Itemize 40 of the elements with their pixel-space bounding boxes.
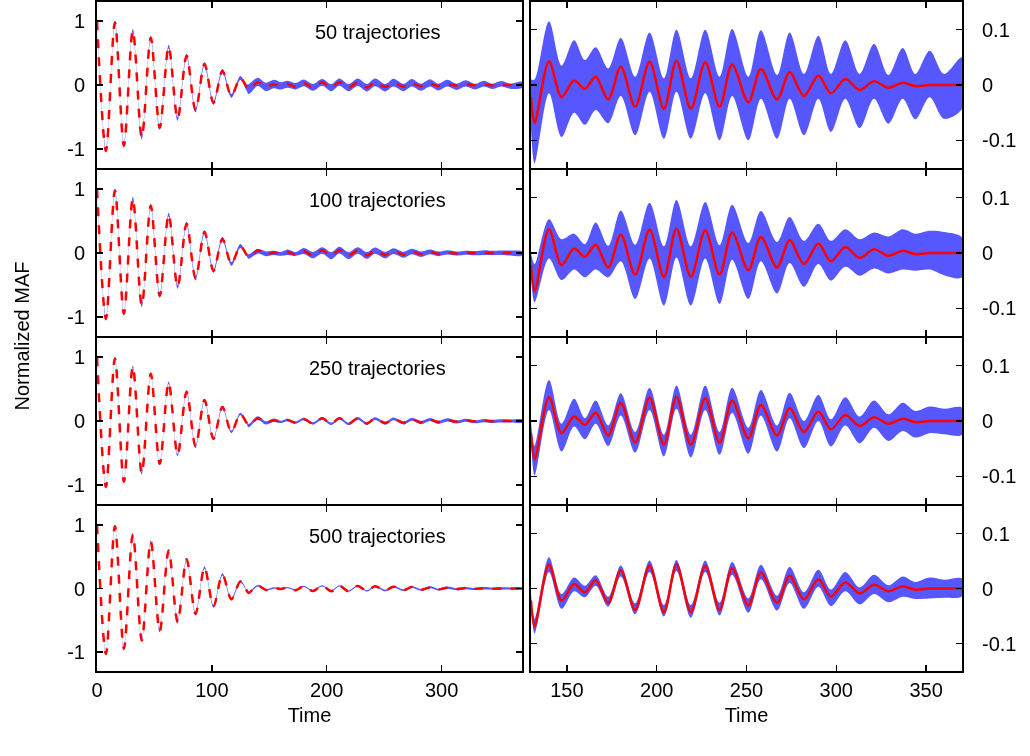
x-tick-label: 350 — [909, 679, 943, 701]
x-tick-label: 200 — [640, 679, 674, 701]
y2-tick-label: -0.1 — [982, 297, 1017, 320]
y2-tick-label: 0 — [982, 74, 994, 96]
y2-tick-label: 0 — [982, 410, 994, 432]
x-tick-label: 0 — [91, 679, 103, 701]
y2-tick-label: -0.1 — [982, 129, 1017, 152]
y2-tick-label: 0.1 — [982, 186, 1010, 209]
x-axis-title: Time — [724, 704, 769, 726]
annotation: 500 trajectories — [309, 525, 446, 547]
y2-tick-label: 0.1 — [982, 354, 1010, 377]
y-tick-label: 1 — [73, 514, 85, 537]
annotation: 50 trajectories — [315, 21, 441, 43]
x-axis-title: Time — [287, 704, 332, 726]
y-tick-label: -1 — [67, 640, 85, 663]
y-tick-label: -1 — [67, 305, 85, 328]
y2-tick-label: -0.1 — [982, 632, 1017, 655]
y2-tick-label: -0.1 — [982, 465, 1017, 488]
y2-tick-label: 0.1 — [982, 18, 1010, 41]
y-tick-label: -1 — [67, 473, 85, 496]
y-tick-label: 0 — [73, 577, 85, 600]
y-tick-label: -1 — [67, 137, 85, 160]
annotation: 250 trajectories — [309, 357, 446, 379]
y2-tick-label: 0 — [982, 577, 994, 600]
y-tick-label: 0 — [73, 410, 85, 432]
y-tick-label: 1 — [73, 10, 85, 33]
x-tick-label: 300 — [819, 679, 853, 701]
y-tick-label: 0 — [73, 74, 85, 96]
y2-tick-label: 0 — [982, 242, 994, 264]
x-tick-label: 100 — [195, 679, 229, 701]
y-tick-label: 0 — [73, 242, 85, 264]
y-axis-title: Normalized MAF — [10, 261, 34, 411]
x-tick-label: 250 — [729, 679, 764, 701]
annotation: 100 trajectories — [309, 189, 446, 211]
x-tick-label: 300 — [424, 679, 459, 701]
y-tick-label: 1 — [73, 178, 85, 201]
x-tick-label: 150 — [550, 679, 584, 701]
y2-tick-label: 0.1 — [982, 522, 1010, 545]
y-tick-label: 1 — [73, 346, 85, 369]
x-tick-label: 200 — [310, 679, 344, 701]
